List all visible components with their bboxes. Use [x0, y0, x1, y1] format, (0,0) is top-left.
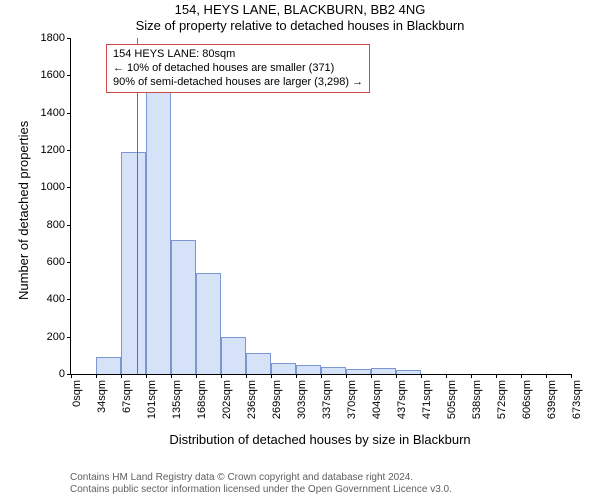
callout-box: 154 HEYS LANE: 80sqm ← 10% of detached h…	[106, 44, 370, 93]
xtick-mark	[571, 374, 572, 378]
ytick-mark	[67, 75, 71, 76]
histogram-bar	[296, 365, 321, 374]
xtick-label: 437sqm	[396, 380, 408, 419]
xtick-label: 34sqm	[96, 380, 108, 413]
xtick-label: 337sqm	[321, 380, 333, 419]
xtick-mark	[221, 374, 222, 378]
ytick-label: 200	[47, 331, 65, 343]
callout-line-3: 90% of semi-detached houses are larger (…	[113, 76, 363, 90]
xtick-label: 269sqm	[271, 380, 283, 419]
xtick-label: 572sqm	[496, 380, 508, 419]
xtick-mark	[471, 374, 472, 378]
xtick-mark	[146, 374, 147, 378]
xtick-label: 606sqm	[521, 380, 533, 419]
xtick-mark	[421, 374, 422, 378]
ytick-mark	[67, 337, 71, 338]
histogram-bar	[121, 152, 146, 374]
ytick-mark	[67, 150, 71, 151]
xtick-mark	[196, 374, 197, 378]
xtick-label: 101sqm	[146, 380, 158, 419]
ytick-label: 1000	[41, 181, 65, 193]
xtick-mark	[546, 374, 547, 378]
xtick-label: 471sqm	[421, 380, 433, 419]
ytick-mark	[67, 262, 71, 263]
xtick-label: 538sqm	[471, 380, 483, 419]
xtick-mark	[121, 374, 122, 378]
xtick-label: 303sqm	[296, 380, 308, 419]
xtick-mark	[271, 374, 272, 378]
xtick-mark	[321, 374, 322, 378]
histogram-bar	[396, 370, 421, 374]
xtick-mark	[446, 374, 447, 378]
ytick-label: 1800	[41, 32, 65, 44]
xtick-mark	[496, 374, 497, 378]
histogram-bar	[171, 240, 196, 374]
ytick-label: 1400	[41, 107, 65, 119]
ytick-mark	[67, 187, 71, 188]
xtick-mark	[396, 374, 397, 378]
x-axis-label: Distribution of detached houses by size …	[70, 432, 570, 447]
ytick-label: 800	[47, 219, 65, 231]
xtick-label: 505sqm	[446, 380, 458, 419]
xtick-mark	[371, 374, 372, 378]
chart-title-main: 154, HEYS LANE, BLACKBURN, BB2 4NG	[0, 2, 600, 17]
footer-line-2: Contains public sector information licen…	[70, 484, 452, 496]
xtick-label: 202sqm	[221, 380, 233, 419]
ytick-mark	[67, 113, 71, 114]
xtick-mark	[346, 374, 347, 378]
xtick-label: 404sqm	[371, 380, 383, 419]
xtick-mark	[296, 374, 297, 378]
footer-text: Contains HM Land Registry data © Crown c…	[70, 472, 452, 496]
xtick-mark	[71, 374, 72, 378]
histogram-bar	[371, 368, 396, 374]
histogram-bar	[196, 273, 221, 374]
histogram-bar	[246, 353, 271, 374]
histogram-bar	[96, 357, 121, 374]
ytick-mark	[67, 299, 71, 300]
xtick-label: 135sqm	[171, 380, 183, 419]
callout-line-1: 154 HEYS LANE: 80sqm	[113, 48, 363, 62]
xtick-mark	[96, 374, 97, 378]
xtick-label: 673sqm	[571, 380, 583, 419]
ytick-mark	[67, 225, 71, 226]
ytick-label: 400	[47, 293, 65, 305]
xtick-label: 168sqm	[196, 380, 208, 419]
histogram-bar	[146, 81, 171, 374]
xtick-label: 67sqm	[121, 380, 133, 413]
histogram-bar	[271, 363, 296, 374]
ytick-label: 0	[59, 368, 65, 380]
xtick-label: 639sqm	[546, 380, 558, 419]
xtick-label: 370sqm	[346, 380, 358, 419]
xtick-label: 0sqm	[71, 380, 83, 407]
histogram-bar	[221, 337, 246, 374]
ytick-label: 600	[47, 256, 65, 268]
ytick-mark	[67, 38, 71, 39]
callout-line-2: ← 10% of detached houses are smaller (37…	[113, 62, 363, 76]
ytick-label: 1600	[41, 69, 65, 81]
footer-line-1: Contains HM Land Registry data © Crown c…	[70, 472, 452, 484]
xtick-mark	[171, 374, 172, 378]
y-axis-label: Number of detached properties	[16, 121, 31, 300]
xtick-label: 236sqm	[246, 380, 258, 419]
xtick-mark	[246, 374, 247, 378]
ytick-label: 1200	[41, 144, 65, 156]
histogram-bar	[321, 367, 346, 374]
histogram-bar	[346, 369, 371, 374]
chart-title-sub: Size of property relative to detached ho…	[0, 18, 600, 33]
xtick-mark	[521, 374, 522, 378]
